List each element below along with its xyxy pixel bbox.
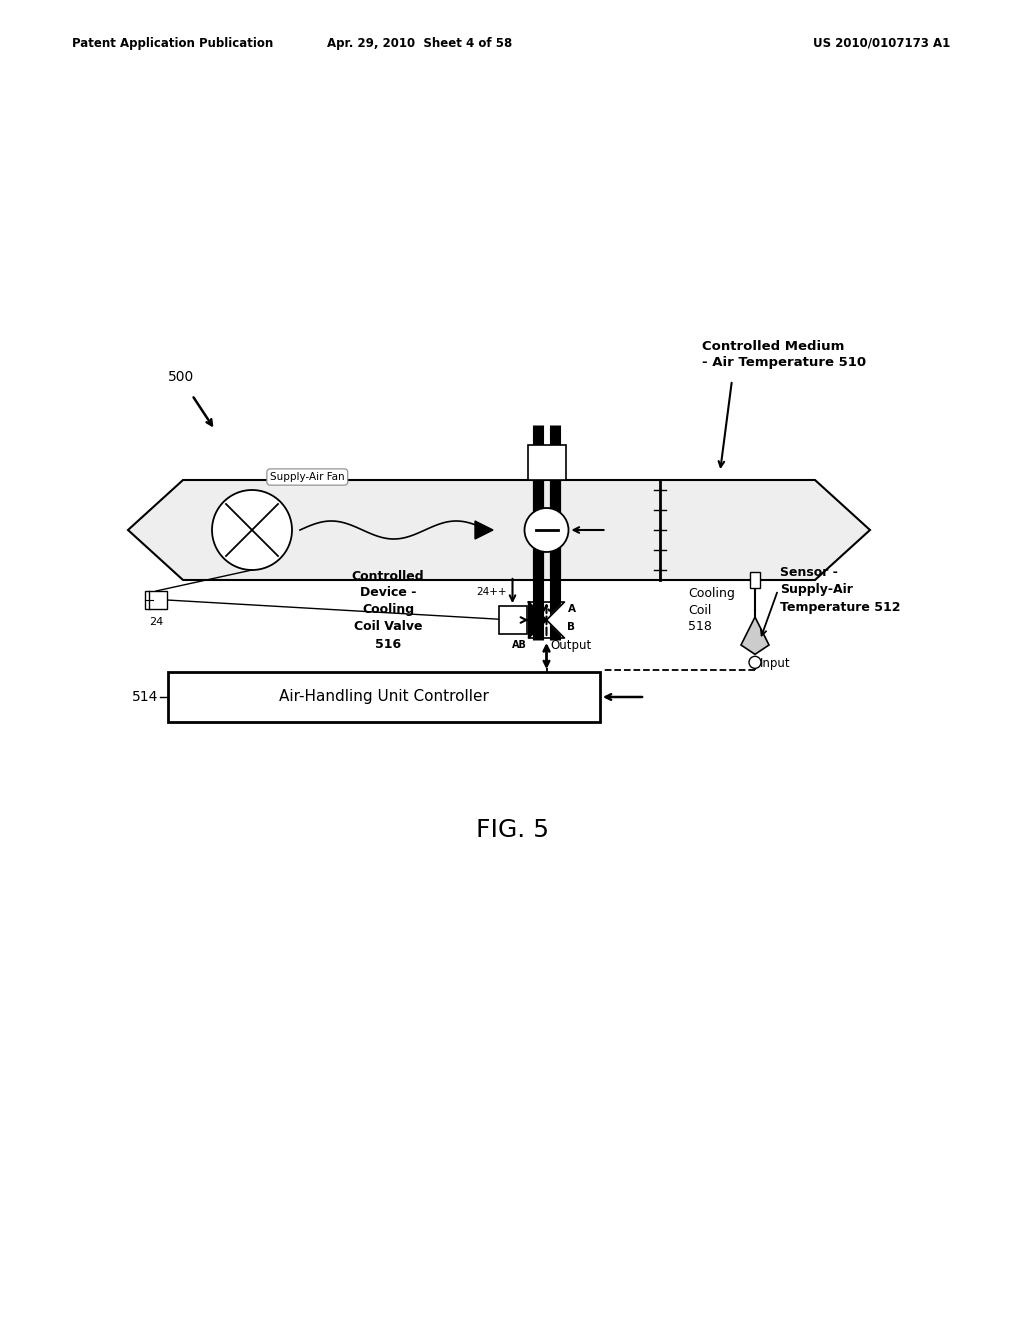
Bar	[168, 672, 600, 722]
Text: 24: 24	[148, 616, 163, 627]
Bar	[145, 591, 167, 609]
Text: Sensor -
Supply-Air
Temperature 512: Sensor - Supply-Air Temperature 512	[780, 566, 900, 614]
Text: 500: 500	[168, 370, 195, 384]
Text: Controlled
Device -
Cooling
Coil Valve
516: Controlled Device - Cooling Coil Valve 5…	[351, 569, 424, 651]
Text: Patent Application Publication: Patent Application Publication	[72, 37, 273, 50]
Text: US 2010/0107173 A1: US 2010/0107173 A1	[813, 37, 950, 50]
Circle shape	[212, 490, 292, 570]
Bar	[527, 445, 565, 480]
Polygon shape	[741, 616, 769, 655]
Polygon shape	[128, 480, 870, 579]
Text: AB: AB	[512, 640, 526, 649]
Bar	[499, 606, 526, 634]
Text: 24++: 24++	[476, 587, 507, 597]
Circle shape	[524, 508, 568, 552]
Polygon shape	[528, 602, 547, 638]
Polygon shape	[475, 521, 493, 539]
Circle shape	[749, 656, 761, 668]
Text: Output: Output	[551, 639, 592, 652]
Bar	[750, 572, 760, 587]
Text: Supply-Air Fan: Supply-Air Fan	[270, 473, 345, 482]
Text: A: A	[567, 605, 575, 614]
Text: Cooling
Coil
518: Cooling Coil 518	[688, 586, 735, 634]
Text: B: B	[567, 622, 575, 632]
Text: Input: Input	[760, 657, 791, 671]
Polygon shape	[547, 602, 564, 638]
Text: Controlled Medium
- Air Temperature 510: Controlled Medium - Air Temperature 510	[702, 341, 866, 370]
Text: 514: 514	[132, 690, 158, 704]
Text: Air-Handling Unit Controller: Air-Handling Unit Controller	[280, 689, 488, 705]
Text: Apr. 29, 2010  Sheet 4 of 58: Apr. 29, 2010 Sheet 4 of 58	[328, 37, 513, 50]
Text: FIG. 5: FIG. 5	[475, 818, 549, 842]
